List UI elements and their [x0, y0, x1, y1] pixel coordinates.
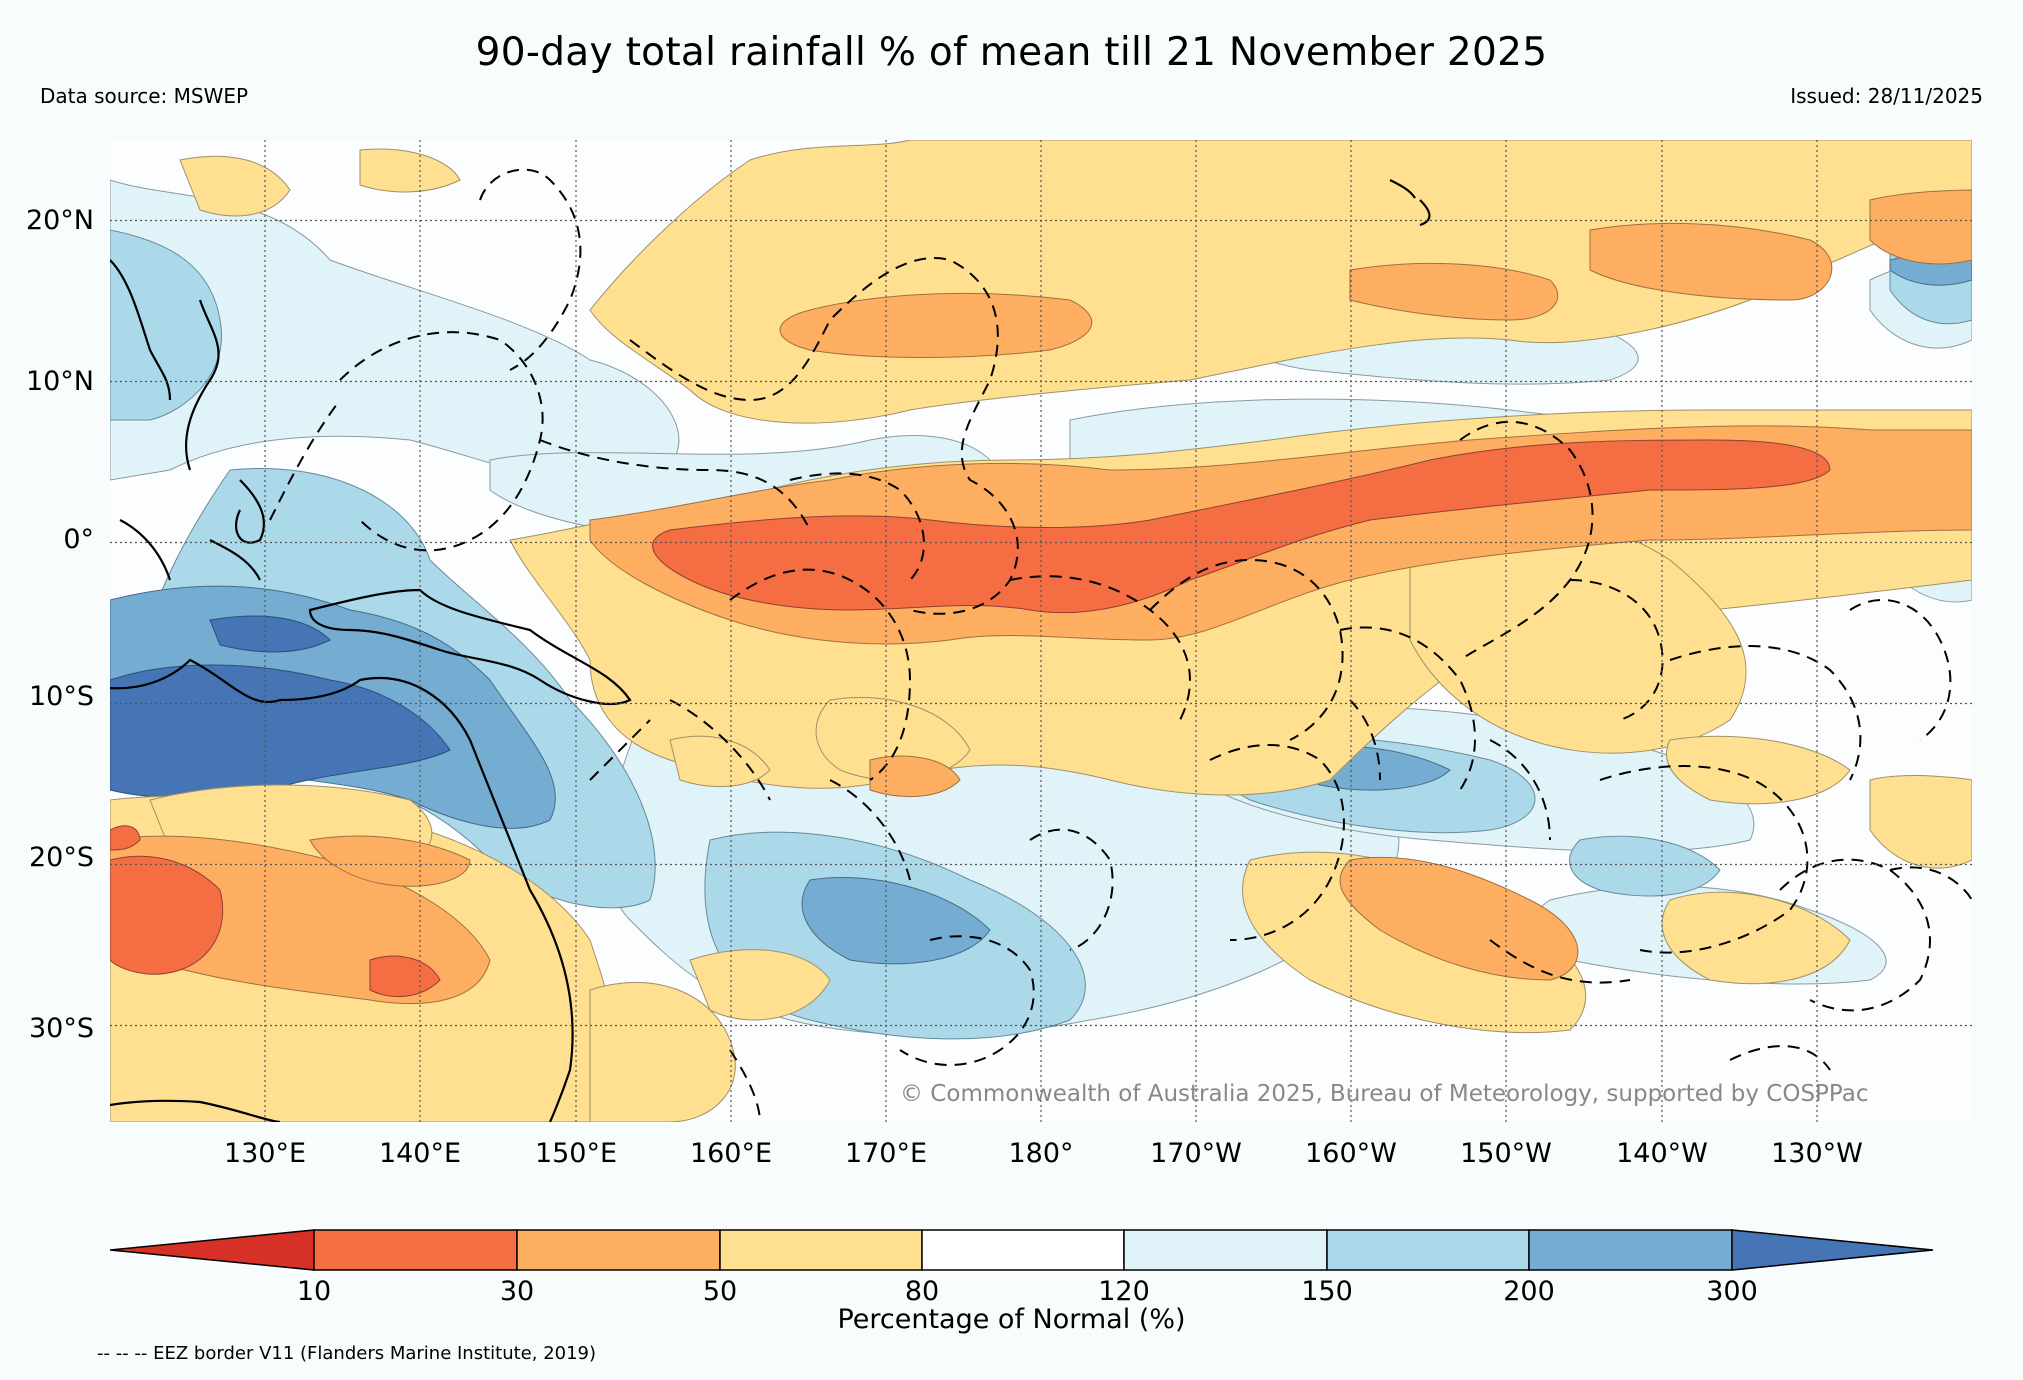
- lon-label-160w: 160°W: [1305, 1138, 1397, 1169]
- colorbar-segment-150-200: [1326, 1229, 1530, 1271]
- lat-label-30s: 30°S: [29, 1013, 94, 1044]
- colorbar-extend-high: [1731, 1229, 1934, 1271]
- colorbar-label-120: 120: [1098, 1276, 1150, 1307]
- lon-label-170e: 170°E: [844, 1138, 928, 1169]
- colorbar-label-50: 50: [702, 1276, 738, 1307]
- colorbar-label-10: 10: [296, 1276, 332, 1307]
- colorbar-extend-low: [109, 1229, 315, 1271]
- eez-footnote: -- -- -- EEZ border V11 (Flanders Marine…: [97, 1343, 597, 1364]
- lon-label-130e: 130°E: [223, 1138, 307, 1169]
- copyright-notice: © Commonwealth of Australia 2025, Bureau…: [900, 1081, 1869, 1107]
- lon-label-130w: 130°W: [1771, 1138, 1863, 1169]
- colorbar-segment-30-50: [516, 1229, 721, 1271]
- colorbar-segment-10-30: [313, 1229, 518, 1271]
- lon-label-170w: 170°W: [1150, 1138, 1242, 1169]
- lon-label-150w: 150°W: [1460, 1138, 1552, 1169]
- colorbar: [109, 1228, 1935, 1276]
- colorbar-title: Percentage of Normal (%): [837, 1304, 1186, 1335]
- orange-anomaly-regions: [110, 439, 1831, 998]
- data-source-label: Data source: MSWEP: [40, 84, 249, 108]
- lat-label-20n: 20°N: [25, 205, 94, 236]
- colorbar-segment-120-150: [1123, 1229, 1328, 1271]
- chart-title: 90-day total rainfall % of mean till 21 …: [475, 30, 1548, 75]
- colorbar-label-200: 200: [1503, 1276, 1555, 1307]
- colorbar-segment-50-80: [719, 1229, 923, 1271]
- colorbar-segment-200-300: [1528, 1229, 1733, 1271]
- eez-borders: [269, 168, 1972, 1122]
- issued-date-label: Issued: 28/11/2025: [1790, 84, 1983, 108]
- rainfall-map: [110, 140, 1972, 1122]
- lon-label-180: 180°: [1008, 1138, 1074, 1169]
- colorbar-label-80: 80: [904, 1276, 940, 1307]
- lon-label-150e: 150°E: [534, 1138, 618, 1169]
- longitude-gridlines: [264, 140, 1818, 1122]
- lat-label-20s: 20°S: [29, 842, 94, 873]
- lon-label-140e: 140°E: [378, 1138, 462, 1169]
- colorbar-label-300: 300: [1706, 1276, 1758, 1307]
- colorbar-label-150: 150: [1301, 1276, 1353, 1307]
- lon-label-140w: 140°W: [1616, 1138, 1708, 1169]
- lat-label-10s: 10°S: [29, 681, 94, 712]
- colorbar-label-30: 30: [499, 1276, 535, 1307]
- lon-label-160e: 160°E: [689, 1138, 773, 1169]
- lat-label-10n: 10°N: [25, 366, 94, 397]
- lat-label-0: 0°: [63, 524, 94, 555]
- colorbar-segment-80-120: [921, 1229, 1125, 1271]
- darkest-blue-anomaly-regions: [110, 140, 1972, 798]
